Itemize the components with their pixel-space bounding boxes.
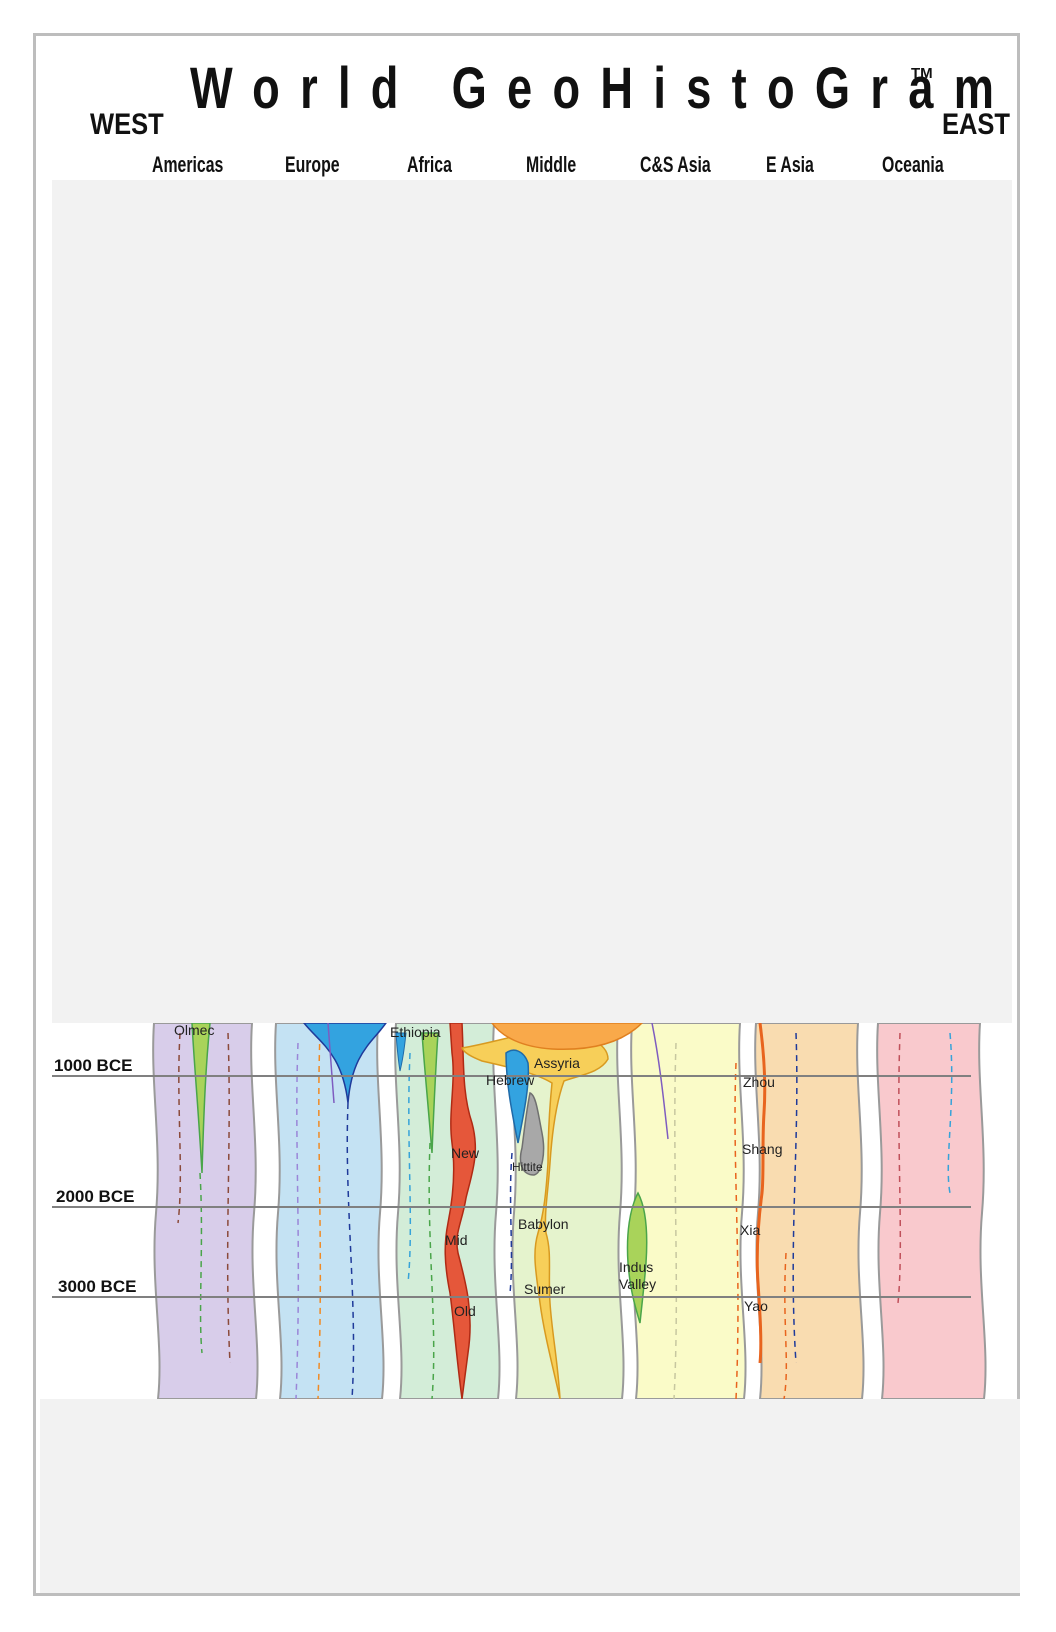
region-oceania: Oceania bbox=[882, 152, 944, 177]
band-oceania bbox=[876, 1023, 987, 1399]
label-assyria: Assyria bbox=[534, 1055, 580, 1071]
region-cs-asia: C&S Asia bbox=[640, 152, 711, 177]
east-label: EAST bbox=[942, 108, 1011, 141]
trace-e-asia-2 bbox=[783, 1252, 788, 1399]
label-valley: Valley bbox=[619, 1276, 656, 1292]
west-label: WEST bbox=[90, 108, 164, 141]
label-1000-bce: 1000 BCE bbox=[54, 1056, 132, 1075]
region-americas: Americas bbox=[152, 152, 224, 177]
trace-oceania-2 bbox=[947, 1032, 953, 1194]
label-old: Old bbox=[454, 1303, 476, 1319]
trademark-symbol: TM bbox=[911, 65, 933, 82]
region-europe: Europe bbox=[285, 152, 340, 177]
label-xia: Xia bbox=[740, 1222, 760, 1238]
olmec-shape bbox=[191, 1023, 211, 1174]
trace-oceania-1 bbox=[897, 1032, 902, 1304]
region-africa: Africa bbox=[407, 152, 452, 177]
label-zhou: Zhou bbox=[743, 1074, 775, 1090]
trace-europe-2 bbox=[317, 1032, 322, 1399]
trace-middle-1 bbox=[509, 1152, 513, 1294]
label-babylon: Babylon bbox=[518, 1216, 569, 1232]
label-shang: Shang bbox=[742, 1141, 782, 1157]
band-americas bbox=[152, 1023, 259, 1399]
band-europe bbox=[274, 1023, 385, 1399]
label-sumer: Sumer bbox=[524, 1281, 566, 1297]
page-frame bbox=[33, 33, 1020, 1596]
region-e-asia: E Asia bbox=[766, 152, 814, 177]
trace-africa-1 bbox=[407, 1052, 412, 1284]
hebrew-shape bbox=[505, 1049, 530, 1144]
hittite-shape bbox=[519, 1092, 545, 1176]
trace-americas-1 bbox=[177, 1032, 182, 1224]
label-ethiopia: Ethiopia bbox=[390, 1024, 441, 1040]
label-hittite: Hittite bbox=[512, 1160, 543, 1174]
cs-asia-purple-line bbox=[651, 1023, 669, 1140]
hidden-upper-area bbox=[52, 180, 1012, 1023]
timeline-chart: 1000 BCE 2000 BCE 3000 BCE Olmec Ethiopi… bbox=[52, 1023, 987, 1399]
europe-blue-shape bbox=[303, 1023, 387, 1104]
trace-africa-2 bbox=[428, 1142, 435, 1399]
assyria-shape bbox=[460, 1028, 609, 1399]
indus-shape bbox=[626, 1191, 648, 1324]
trace-e-asia-3 bbox=[734, 1062, 739, 1399]
hidden-lower-area bbox=[40, 1399, 1020, 1593]
label-olmec: Olmec bbox=[174, 1023, 214, 1038]
label-new: New bbox=[451, 1145, 480, 1161]
label-yao: Yao bbox=[744, 1298, 768, 1314]
ethiopia-green-shape bbox=[421, 1032, 439, 1154]
orange-empire-shape bbox=[491, 1023, 644, 1051]
band-e-asia bbox=[754, 1023, 865, 1399]
trace-cs-asia-1 bbox=[673, 1042, 678, 1399]
label-indus: Indus bbox=[619, 1259, 653, 1275]
band-cs-asia bbox=[630, 1023, 747, 1399]
region-middle: Middle bbox=[526, 152, 577, 177]
band-africa bbox=[394, 1023, 501, 1399]
label-2000-bce: 2000 BCE bbox=[56, 1187, 134, 1206]
trace-europe-1 bbox=[295, 1042, 300, 1399]
ethiopia-blue-shape bbox=[395, 1032, 407, 1072]
egypt-shape bbox=[444, 1023, 477, 1399]
label-mid: Mid bbox=[445, 1232, 468, 1248]
label-hebrew: Hebrew bbox=[486, 1072, 535, 1088]
china-line bbox=[755, 1023, 767, 1364]
trace-europe-3 bbox=[346, 1102, 355, 1399]
label-3000-bce: 3000 BCE bbox=[58, 1277, 136, 1296]
page-title: World GeoHistoGram bbox=[190, 56, 1015, 121]
europe-purple-line bbox=[327, 1023, 335, 1104]
trace-americas-3 bbox=[199, 1172, 203, 1354]
